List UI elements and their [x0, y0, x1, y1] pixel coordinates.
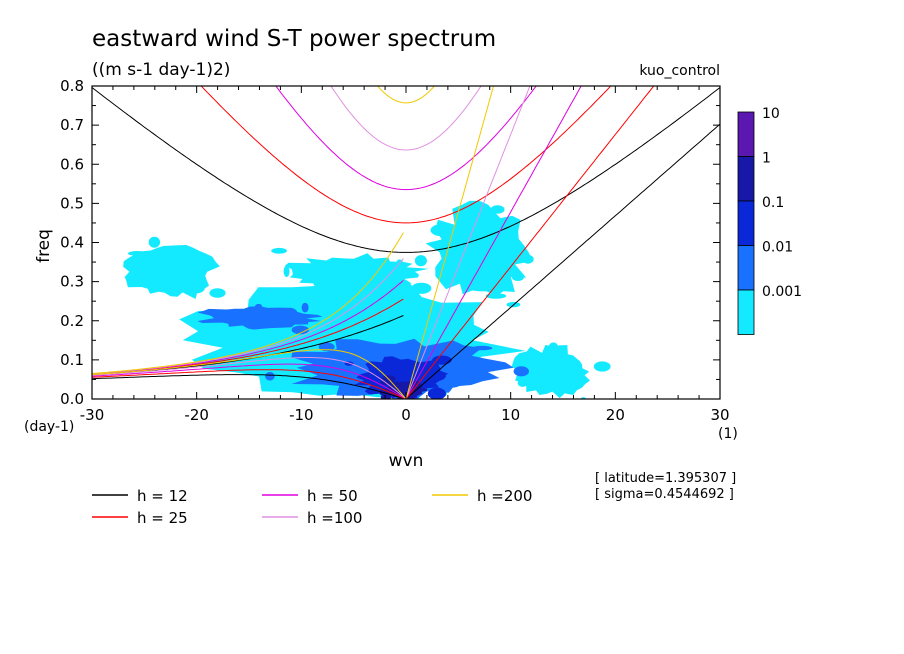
x-axis-unit: (1)	[718, 426, 738, 442]
power-speck	[427, 387, 446, 399]
power-speck	[148, 236, 161, 248]
y-tick-label: 0.8	[60, 77, 84, 95]
legend-label: h = 12	[137, 487, 188, 505]
power-speck	[485, 293, 507, 299]
power-speck	[593, 361, 611, 372]
inertia-gravity-curve	[376, 86, 436, 104]
legend: h = 12 h = 25 h = 50 h =100 h =200	[92, 487, 532, 527]
colorbar-label: 1	[762, 151, 771, 167]
power-speck	[490, 205, 505, 214]
power-speck	[522, 254, 534, 264]
y-tick-label: 0.3	[60, 273, 84, 291]
colorbar: 10 1 0.1 0.01 0.001	[737, 106, 802, 335]
power-speck	[432, 355, 452, 365]
y-tick-label: 0.2	[60, 312, 84, 330]
power-region	[284, 253, 429, 289]
y-tick-label: 0.4	[60, 234, 84, 252]
latitude-info: [ latitude=1.395307 ]	[595, 471, 736, 486]
colorbar-label: 0.01	[762, 240, 793, 256]
power-region	[511, 345, 590, 399]
x-tick-label: -30	[80, 406, 105, 424]
power-speck	[245, 321, 264, 330]
power-heatmap	[123, 200, 611, 399]
power-speck	[387, 268, 405, 275]
power-speck	[380, 394, 392, 399]
legend-label: h =100	[307, 509, 362, 527]
power-speck	[291, 325, 309, 335]
sigma-info: [ sigma=0.4544692 ]	[595, 487, 734, 502]
power-speck	[255, 303, 263, 309]
rossby-curve	[92, 369, 407, 399]
power-speck	[271, 247, 287, 254]
inertia-gravity-curve	[200, 86, 612, 224]
rossby-curve	[92, 363, 407, 399]
power-speck	[209, 288, 226, 298]
x-tick-label: 30	[710, 406, 729, 424]
power-speck	[414, 255, 427, 267]
power-speck	[513, 366, 529, 377]
power-speck	[274, 311, 289, 319]
legend-label: h =200	[477, 487, 532, 505]
dispersion-curves	[92, 86, 720, 399]
kelvin-curve	[405, 86, 531, 399]
y-tick-label: 0.1	[60, 351, 84, 369]
power-speck	[443, 382, 460, 388]
kelvin-curve	[405, 86, 655, 399]
inertia-gravity-curve	[92, 87, 720, 253]
power-speck	[500, 229, 518, 237]
colorbar-swatch	[737, 156, 755, 202]
power-speck	[538, 363, 546, 369]
power-speck	[164, 263, 185, 273]
mrg-curve	[92, 232, 404, 374]
colorbar-swatch	[737, 111, 755, 157]
power-speck	[301, 302, 309, 313]
run-label: kuo_control	[639, 63, 720, 79]
chart-title: eastward wind S-T power spectrum	[92, 26, 496, 52]
y-tick-label: 0.5	[60, 194, 84, 212]
power-speck	[183, 283, 205, 294]
kelvin-curve	[405, 123, 720, 399]
x-axis-label: wvn	[389, 451, 424, 471]
colorbar-swatch	[737, 200, 755, 246]
colorbar-swatch	[737, 289, 755, 335]
y-tick-label: 0.7	[60, 116, 84, 134]
colorbar-label: 10	[762, 106, 780, 122]
rossby-curve	[92, 374, 407, 399]
power-speck	[471, 345, 493, 351]
colorbar-label: 0.001	[762, 284, 802, 300]
colorbar-swatch	[737, 245, 755, 291]
power-speck	[283, 265, 290, 278]
rossby-curve	[92, 349, 407, 399]
power-speck	[430, 224, 453, 237]
kelvin-curve	[405, 86, 582, 399]
inertia-gravity-curve	[275, 86, 537, 191]
x-tick-label: -20	[184, 406, 209, 424]
power-speck	[411, 282, 432, 294]
x-tick-label: 20	[606, 406, 625, 424]
x-tick-label: 10	[501, 406, 520, 424]
power-speck	[548, 342, 559, 352]
legend-label: h = 25	[137, 509, 188, 527]
power-speck	[265, 371, 275, 381]
colorbar-label: 0.1	[762, 195, 784, 211]
axes: -30 -20 -10 0 10 20 30 0.0 0.1 0.2 0.3 0.4 0.5 0.6 0.7…	[60, 77, 729, 424]
rossby-curve	[92, 357, 407, 399]
kelvin-curve	[405, 86, 495, 399]
y-tick-label: 0.0	[60, 390, 84, 408]
inertia-gravity-curve	[330, 86, 482, 151]
x-tick-label: -10	[289, 406, 314, 424]
chart-subtitle: ((m s-1 day-1)2)	[92, 60, 230, 80]
x-tick-label: 0	[401, 406, 411, 424]
y-tick-label: 0.6	[60, 155, 84, 173]
y-axis-label: freq	[34, 229, 54, 263]
power-speck	[427, 370, 446, 382]
power-speck	[402, 386, 421, 397]
power-speck	[517, 379, 528, 387]
y-axis-unit: (day-1)	[24, 419, 74, 435]
legend-label: h = 50	[307, 487, 358, 505]
power-speck	[127, 251, 147, 256]
